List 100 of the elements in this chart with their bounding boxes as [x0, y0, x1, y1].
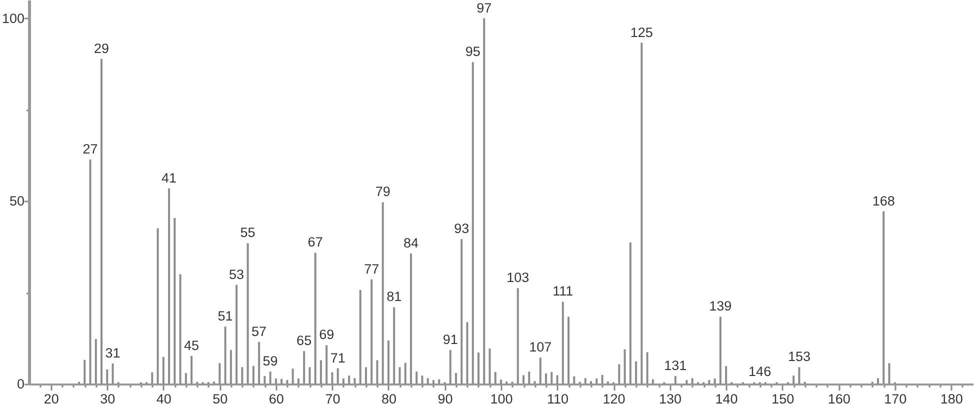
bar: [314, 252, 316, 384]
bar: [719, 316, 722, 384]
bar: [297, 378, 300, 384]
bar: [792, 376, 795, 384]
bar: [168, 188, 170, 384]
bar: [629, 242, 632, 384]
bar: [89, 159, 92, 384]
bar: [410, 253, 412, 384]
y-tick-label: 0: [16, 376, 24, 392]
annotation: 95: [465, 44, 480, 60]
bar: [252, 366, 254, 384]
annotation: 27: [82, 141, 98, 156]
annotation: 67: [308, 234, 323, 250]
bar: [640, 42, 643, 384]
annotation: 146: [748, 364, 772, 380]
annotation: 65: [296, 333, 312, 348]
x-tick-label: 40: [156, 392, 172, 406]
bar: [286, 380, 288, 384]
bar: [573, 376, 576, 384]
bar: [179, 274, 182, 384]
bar: [652, 379, 654, 384]
bar: [348, 376, 350, 384]
annotation: 51: [218, 308, 233, 324]
bar: [151, 372, 154, 384]
bar: [516, 288, 519, 384]
bar: [336, 368, 339, 384]
y-tick-label: 50: [9, 194, 24, 209]
annotation: 57: [252, 324, 267, 339]
bar: [606, 381, 609, 384]
bar: [303, 351, 306, 384]
x-tick-label: 20: [44, 392, 59, 406]
annotation: 59: [262, 354, 278, 369]
bar: [94, 339, 97, 384]
bar: [320, 360, 322, 384]
bar: [882, 211, 885, 384]
bar: [506, 381, 508, 384]
bar: [798, 367, 800, 384]
annotation: 97: [476, 0, 492, 16]
x-tick-label: 80: [381, 392, 396, 406]
annotation: 81: [386, 289, 402, 304]
x-tick-label: 100: [490, 392, 513, 406]
bar: [466, 322, 468, 384]
bar: [691, 378, 694, 384]
bar: [404, 362, 406, 384]
bar: [421, 376, 424, 384]
bar: [454, 373, 457, 384]
x-tick-label: 150: [772, 392, 794, 406]
bar: [449, 350, 452, 384]
annotation: 79: [375, 184, 390, 200]
x-tick-label: 90: [438, 392, 453, 406]
x-tick-label: 140: [715, 392, 738, 406]
x-tick-label: 30: [100, 392, 116, 406]
bar: [190, 356, 193, 384]
bar: [426, 378, 429, 384]
annotation: 77: [364, 261, 380, 276]
bar: [674, 376, 676, 384]
bar: [708, 380, 710, 384]
annotation: 111: [552, 284, 574, 299]
bar: [618, 364, 620, 384]
bar: [635, 361, 638, 384]
bar: [483, 18, 486, 384]
bar: [562, 302, 564, 384]
bar: [460, 239, 463, 384]
bar: [601, 374, 604, 384]
annotation: 93: [454, 221, 470, 236]
bar: [432, 380, 434, 384]
bar: [522, 375, 525, 384]
bar: [224, 326, 226, 384]
bar: [568, 316, 570, 384]
bar: [472, 62, 474, 384]
bar: [264, 376, 266, 384]
annotation: 71: [330, 350, 346, 366]
x-tick-label: 60: [268, 392, 284, 406]
bar: [550, 372, 553, 384]
annotation: 125: [630, 24, 653, 40]
annotation: 107: [529, 340, 552, 355]
bar: [545, 373, 548, 384]
bar: [876, 378, 879, 384]
annotation: 45: [184, 338, 200, 353]
bar: [539, 358, 542, 384]
x-tick-label: 70: [325, 392, 340, 406]
x-tick-label: 120: [602, 392, 626, 406]
bar: [370, 279, 373, 384]
bar: [624, 349, 626, 384]
bar: [258, 342, 260, 384]
bar: [714, 378, 716, 384]
bar: [646, 352, 648, 384]
bar: [488, 348, 491, 384]
bar: [342, 378, 344, 384]
bar: [174, 218, 176, 384]
bar: [292, 368, 294, 384]
bar: [326, 345, 328, 384]
bar: [596, 378, 598, 384]
annotation: 91: [442, 332, 458, 347]
x-tick-label: 110: [547, 392, 569, 406]
bar: [477, 352, 480, 384]
bar: [184, 373, 187, 384]
annotation: 53: [229, 266, 244, 282]
bar: [534, 381, 536, 384]
x-tick-label: 170: [884, 392, 907, 406]
